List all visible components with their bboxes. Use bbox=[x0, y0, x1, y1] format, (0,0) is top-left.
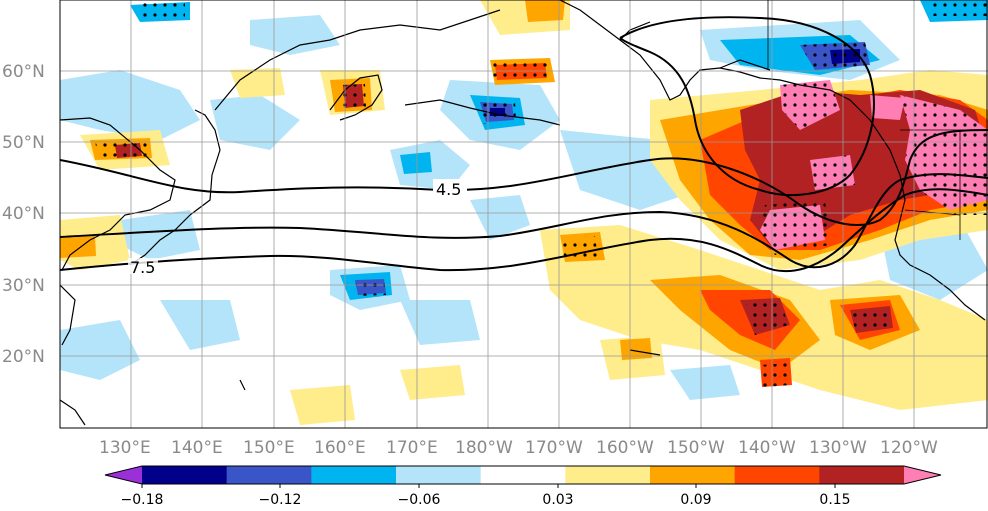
coastlines bbox=[60, 0, 986, 426]
colorbar-extend-high bbox=[904, 466, 941, 484]
lon-tick-label: 160°E bbox=[314, 438, 366, 458]
lon-tick-label: 170°E bbox=[386, 438, 438, 458]
colorbar-ticks bbox=[141, 484, 836, 488]
lon-tick-label: 130°W bbox=[809, 438, 867, 458]
lat-tick-label: 30°N bbox=[2, 276, 45, 296]
lon-tick-label: 140°E bbox=[171, 438, 223, 458]
lat-tick-label: 60°N bbox=[2, 62, 45, 82]
contour-4-5 bbox=[60, 129, 988, 226]
map-panel: 4.5 7.5 bbox=[60, 0, 988, 428]
gridlines bbox=[60, 0, 988, 428]
colorbar-tick-label: −0.18 bbox=[121, 492, 164, 508]
colorbar-segment bbox=[565, 466, 651, 484]
contour-label-4-5: 4.5 bbox=[436, 180, 461, 199]
lat-tick-label: 20°N bbox=[2, 347, 45, 367]
lat-tick-label: 40°N bbox=[2, 204, 45, 224]
colorbar-tick-label: 0.03 bbox=[542, 492, 573, 508]
colorbar-segment bbox=[480, 466, 566, 484]
colorbar-segment bbox=[650, 466, 736, 484]
lon-tick-label: 120°W bbox=[880, 438, 938, 458]
contour-7-5 bbox=[60, 188, 988, 273]
colorbar-segment bbox=[142, 466, 228, 484]
lon-tick-label: 170°W bbox=[525, 438, 583, 458]
colorbar-tick-label: 0.09 bbox=[680, 492, 711, 508]
colorbar-tick-label: −0.12 bbox=[259, 492, 302, 508]
lon-tick-label: 150°W bbox=[667, 438, 725, 458]
lon-tick-label: 130°E bbox=[99, 438, 151, 458]
colorbar-segment bbox=[396, 466, 482, 484]
colorbar-segment bbox=[819, 466, 905, 484]
lon-tick-label: 150°E bbox=[243, 438, 295, 458]
colorbar-segment bbox=[226, 466, 312, 484]
latitude-axis: 60°N 50°N 40°N 30°N 20°N bbox=[2, 62, 45, 367]
colorbar-segment bbox=[734, 466, 820, 484]
contour-label-7-5: 7.5 bbox=[130, 258, 155, 277]
colorbar-tick-label: 0.15 bbox=[819, 492, 850, 508]
colorbar-segments bbox=[105, 466, 941, 484]
contour-lines bbox=[60, 16, 988, 273]
contour-outer bbox=[619, 16, 875, 196]
contour-labels: 4.5 7.5 bbox=[128, 179, 467, 277]
colorbar-tick-label: −0.06 bbox=[398, 492, 441, 508]
significance-stippling bbox=[95, 2, 988, 387]
colorbar: −0.18 −0.12 −0.06 0.03 0.09 0.15 bbox=[104, 465, 942, 508]
lon-tick-label: 140°W bbox=[738, 438, 796, 458]
longitude-axis: 130°E 140°E 150°E 160°E 170°E 180°W 170°… bbox=[99, 438, 938, 458]
colorbar-segment bbox=[311, 466, 397, 484]
contour-6 bbox=[60, 173, 988, 269]
colorbar-extend-low bbox=[105, 466, 142, 484]
lon-tick-label: 160°W bbox=[596, 438, 654, 458]
lat-tick-label: 50°N bbox=[2, 133, 45, 153]
lon-tick-label: 180°W bbox=[455, 438, 513, 458]
map-frame bbox=[59, 0, 988, 429]
